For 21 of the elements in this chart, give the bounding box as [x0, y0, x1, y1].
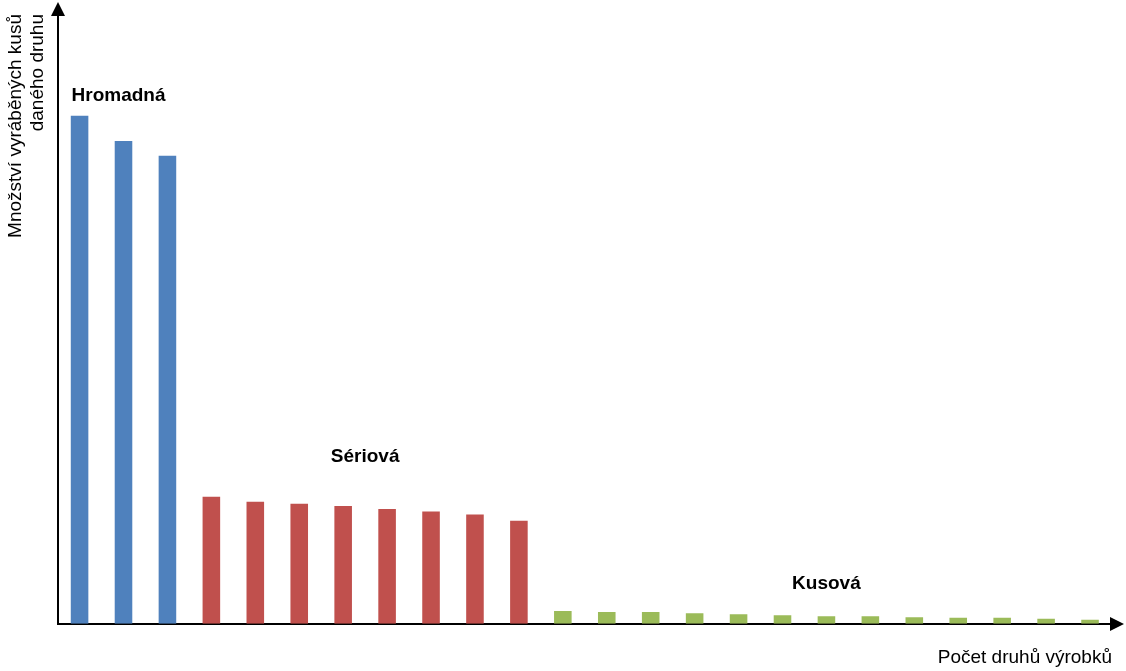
bar [290, 503, 309, 624]
bar [422, 511, 440, 624]
bar [334, 505, 352, 624]
bar [510, 520, 528, 624]
bar [641, 612, 660, 624]
bar [70, 115, 89, 624]
bar [729, 614, 748, 624]
x-axis-title: Počet druhů výrobků [937, 645, 1112, 667]
bar [246, 501, 265, 624]
y-axis-title: Množství vyráběných kusů daného druhu [3, 14, 48, 238]
bar [554, 611, 572, 624]
bar [114, 141, 133, 624]
annotation: Sériová [330, 445, 400, 467]
bar [466, 514, 484, 624]
bar [158, 155, 177, 624]
bar [597, 612, 616, 624]
bar [202, 496, 221, 624]
text: Hromadná [71, 84, 166, 106]
annotation: Kusová [792, 571, 862, 593]
bar [685, 613, 704, 624]
bar [378, 508, 396, 624]
